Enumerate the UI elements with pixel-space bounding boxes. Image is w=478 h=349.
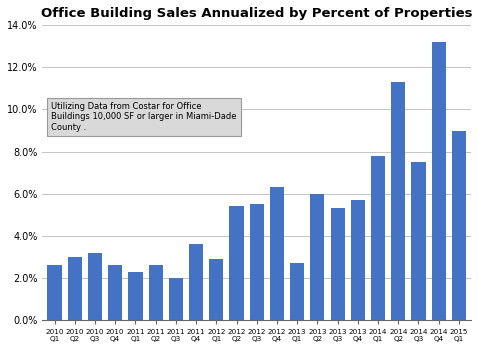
Bar [452,131,466,320]
Bar [189,244,203,320]
Bar [351,200,365,320]
Bar [412,162,425,320]
Bar [432,42,446,320]
Bar [47,265,62,320]
Text: Utilizing Data from Costar for Office
Buildings 10,000 SF or larger in Miami-Dad: Utilizing Data from Costar for Office Bu… [51,102,237,132]
Bar [310,194,325,320]
Bar [391,82,405,320]
Bar [108,265,122,320]
Bar [149,265,163,320]
Bar [270,187,284,320]
Bar [129,272,142,320]
Bar [331,208,345,320]
Bar [371,156,385,320]
Bar [250,204,264,320]
Bar [209,259,223,320]
Bar [68,257,82,320]
Title: Office Building Sales Annualized by Percent of Properties: Office Building Sales Annualized by Perc… [41,7,472,20]
Bar [169,278,183,320]
Bar [229,206,244,320]
Bar [88,253,102,320]
Bar [290,263,304,320]
